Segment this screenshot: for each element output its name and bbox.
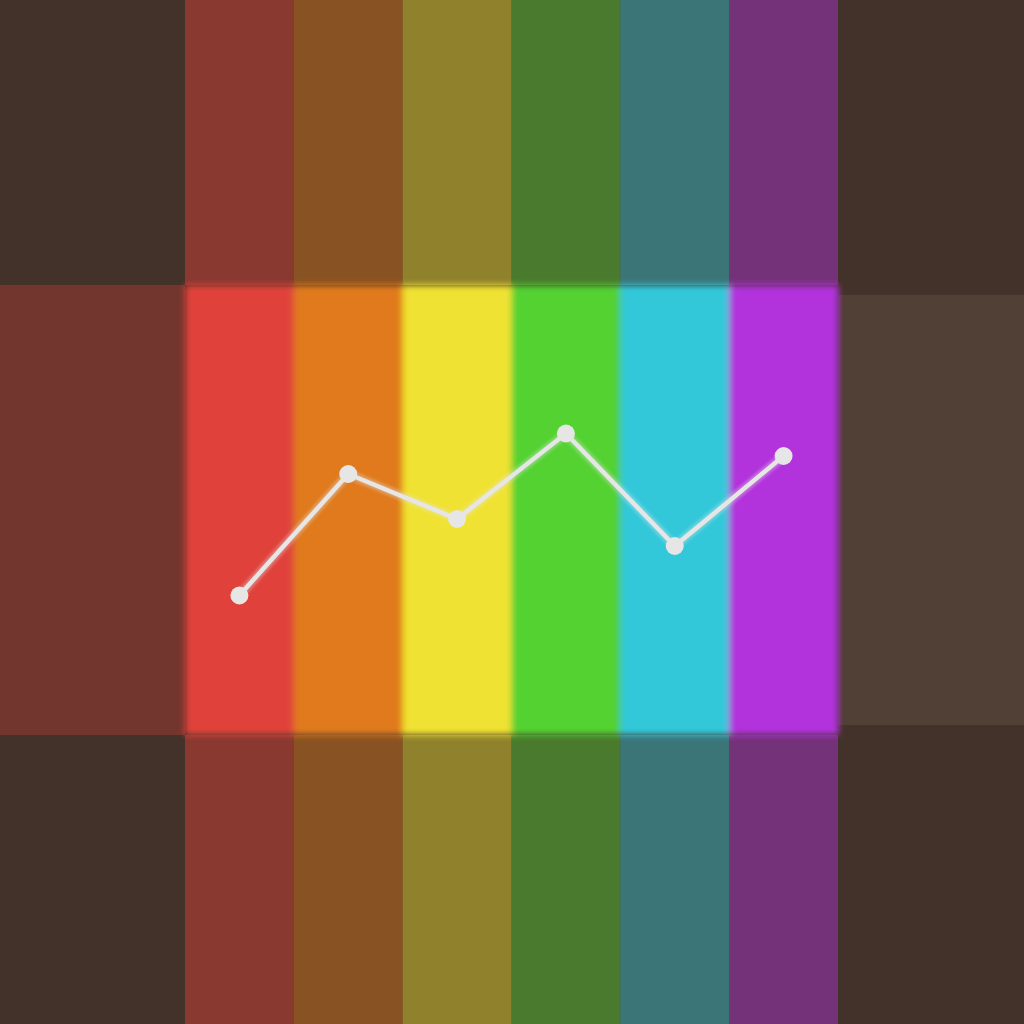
- chart: [0, 0, 1024, 1024]
- streak: [620, 735, 729, 1024]
- line: [239, 434, 783, 596]
- streak: [620, 0, 729, 285]
- x-axis-line: [186, 735, 839, 736]
- x-axis: [186, 735, 839, 737]
- streak: [403, 0, 512, 285]
- band: [403, 285, 512, 735]
- plot: [230, 425, 792, 605]
- streak: [729, 0, 838, 285]
- line-glow: [239, 434, 783, 596]
- marker: [557, 425, 575, 443]
- streak: [512, 735, 621, 1024]
- band: [185, 285, 294, 735]
- band: [729, 285, 838, 735]
- streak: [185, 0, 294, 285]
- streak: [185, 735, 294, 1024]
- marker: [775, 447, 793, 465]
- marker: [448, 510, 466, 528]
- bands: [185, 285, 839, 735]
- band: [512, 285, 621, 735]
- marker: [230, 587, 248, 605]
- streaks: [185, 0, 838, 1024]
- side-streak: [0, 285, 185, 735]
- side-streak: [838, 295, 1024, 725]
- streak: [294, 735, 403, 1024]
- marker: [666, 537, 684, 555]
- streak: [729, 735, 838, 1024]
- streak: [403, 735, 512, 1024]
- marker: [339, 465, 357, 483]
- streak: [294, 0, 403, 285]
- streak: [512, 0, 621, 285]
- background: [0, 0, 1024, 1024]
